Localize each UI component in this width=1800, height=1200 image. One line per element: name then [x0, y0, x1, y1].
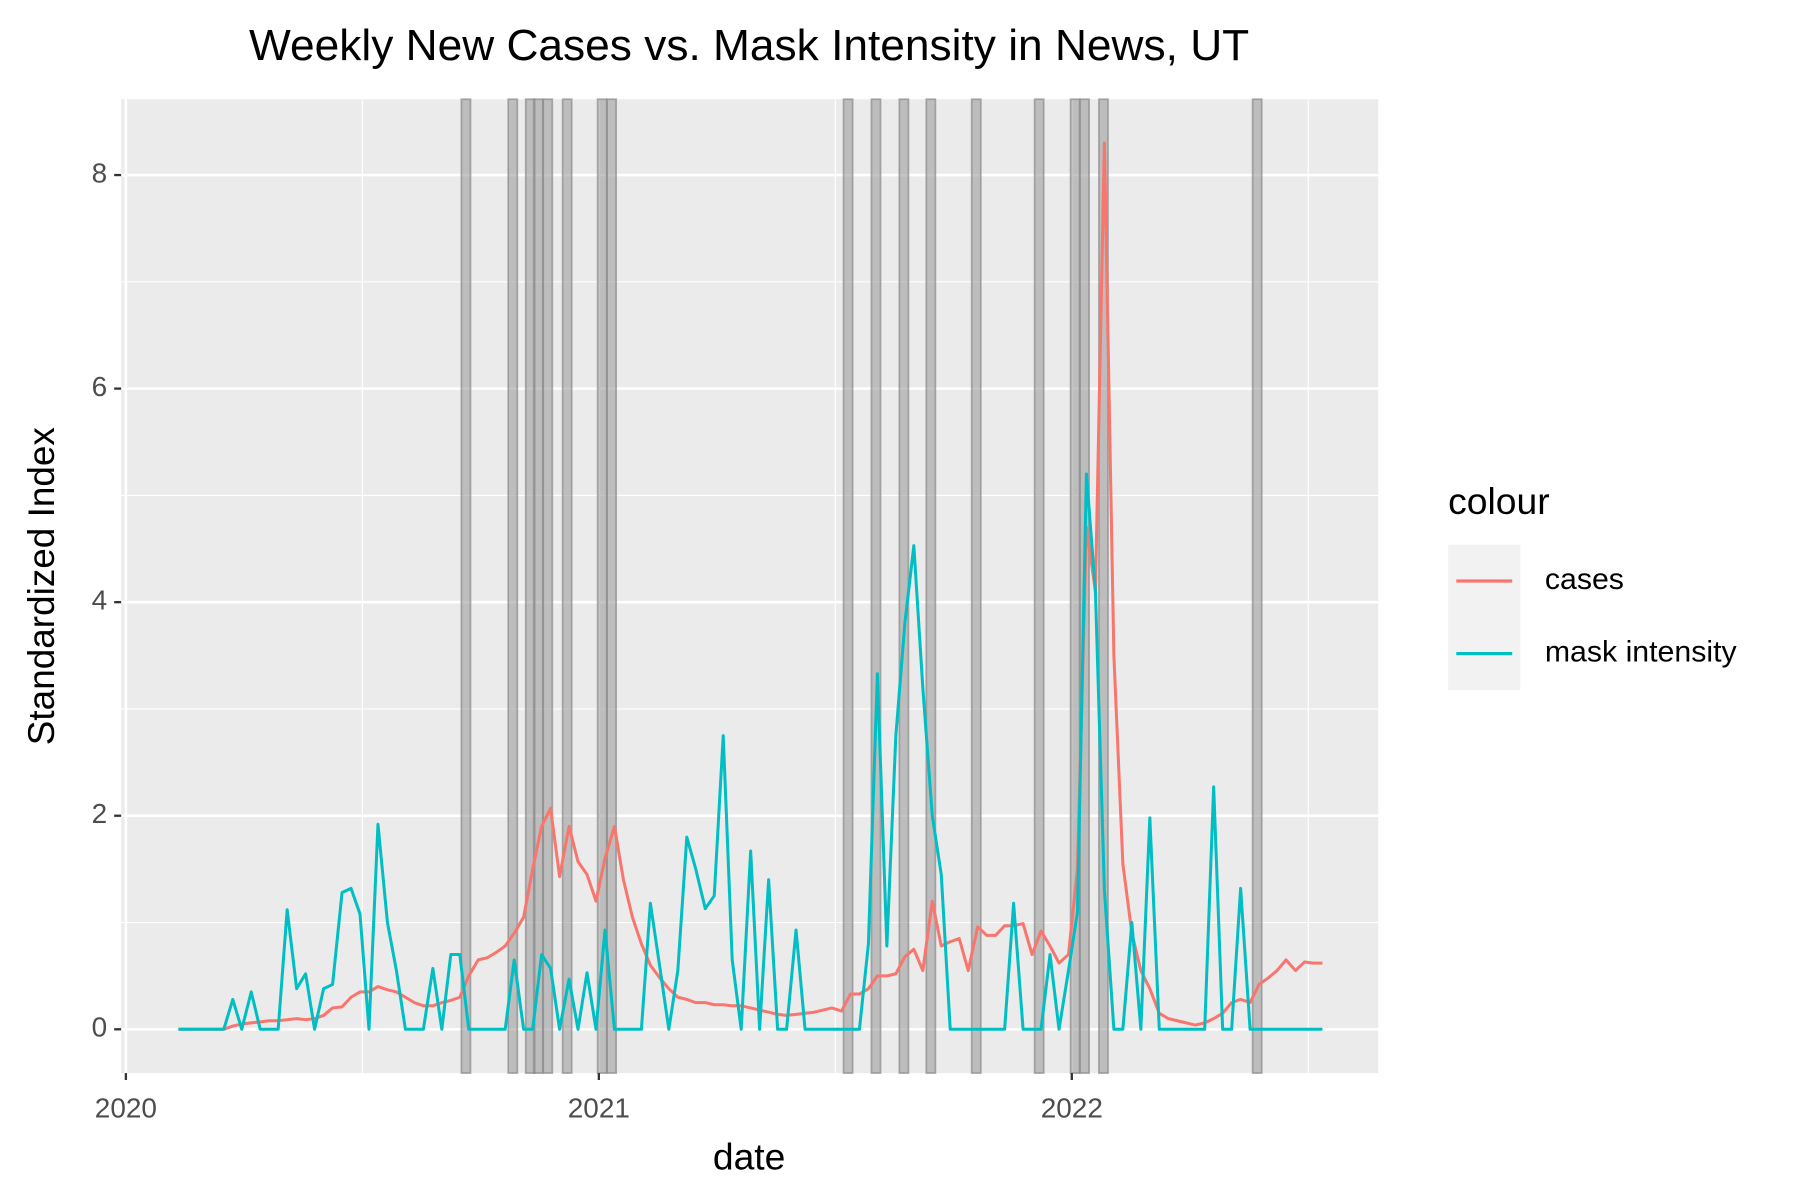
shaded-week: [898, 98, 910, 1074]
shaded-week: [925, 98, 937, 1074]
x-tick-label: 2022: [1041, 1092, 1103, 1123]
y-tick-label: 8: [92, 157, 108, 188]
shaded-week: [1033, 98, 1045, 1074]
legend: colour cases mask intensity: [1448, 480, 1737, 690]
x-tick-label: 2020: [95, 1092, 157, 1123]
y-tick-label: 2: [92, 798, 108, 829]
shaded-week: [561, 98, 573, 1074]
legend-label: cases: [1545, 563, 1624, 596]
shaded-week: [460, 98, 472, 1074]
legend-key-background: [1448, 544, 1521, 690]
legend-title: colour: [1448, 480, 1550, 522]
y-axis-label: Standardized Index: [20, 427, 62, 746]
shaded-week: [970, 98, 982, 1074]
x-axis-label: date: [713, 1136, 786, 1178]
shaded-week: [542, 98, 554, 1074]
x-tick-label: 2021: [568, 1092, 630, 1123]
legend-label: mask intensity: [1545, 636, 1737, 669]
y-tick-label: 4: [92, 585, 108, 616]
shaded-week: [507, 98, 519, 1074]
y-tick-label: 6: [92, 371, 108, 402]
chart-title: Weekly New Cases vs. Mask Intensity in N…: [249, 21, 1249, 70]
shaded-week: [532, 98, 544, 1074]
shaded-week: [1098, 98, 1109, 1074]
shaded-week: [596, 98, 608, 1074]
shaded-week: [842, 98, 854, 1074]
shaded-week: [870, 98, 882, 1074]
plot-panel: [121, 98, 1379, 1074]
y-tick-label: 0: [92, 1012, 108, 1043]
shaded-week: [606, 98, 618, 1074]
shaded-week: [1251, 98, 1263, 1074]
series-line: [178, 472, 1323, 1031]
panel-background: [121, 99, 1379, 1074]
